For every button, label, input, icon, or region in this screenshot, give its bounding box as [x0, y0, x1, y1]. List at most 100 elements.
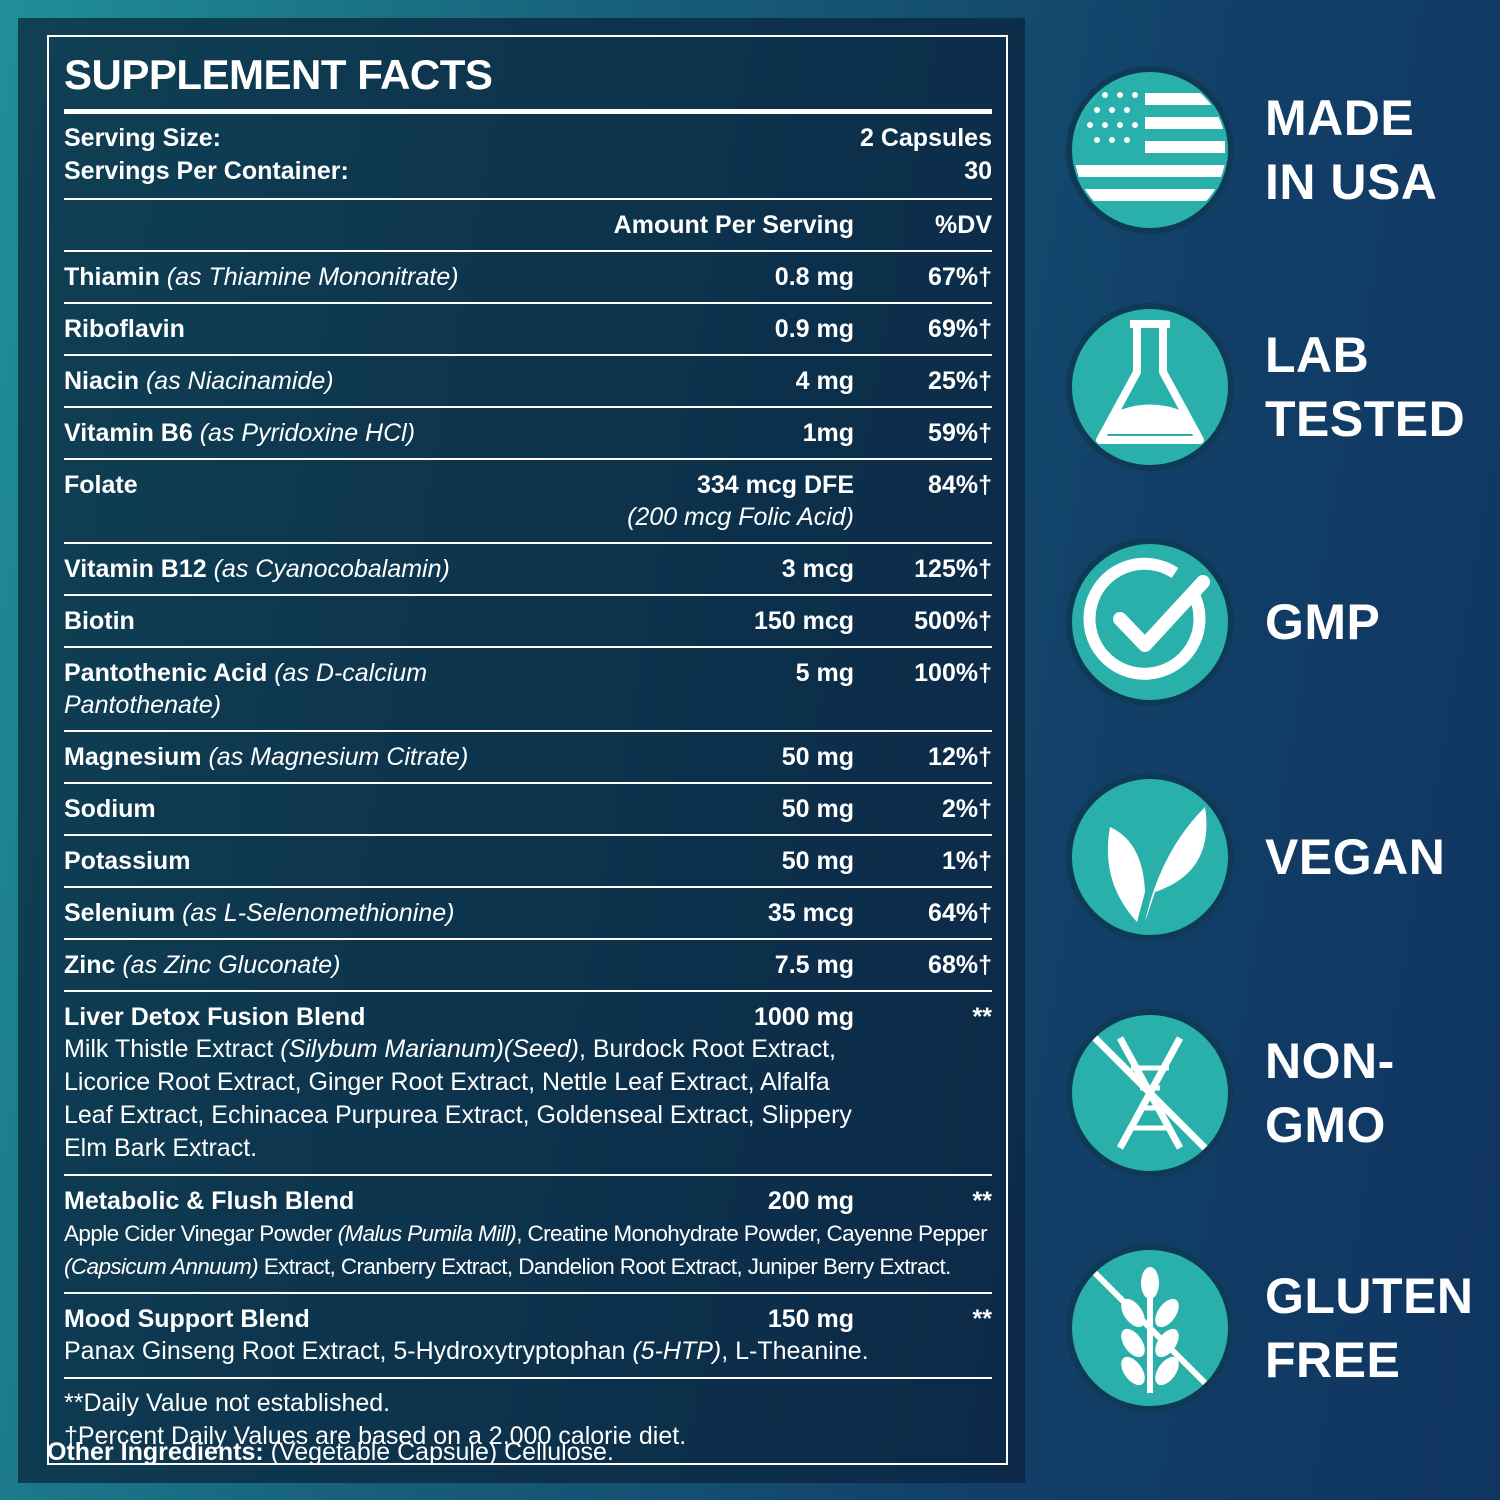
nutrient-row: Niacin (as Niacinamide) 4 mg 25%†	[64, 356, 992, 408]
footnote: †Percent Daily Values are based on a 2,0…	[64, 1422, 687, 1450]
amount-cell: 7.5 mg	[534, 949, 854, 981]
lab-icon	[1066, 303, 1234, 471]
amount-cell: 1mg	[534, 417, 854, 449]
ingredient-text: Panax Ginseng Root Extract, 5-Hydroxytry…	[64, 1337, 633, 1365]
serving-size: Serving Size: 2 Capsules	[64, 122, 992, 155]
ingredient-text: Milk Thistle Extract	[64, 1035, 281, 1063]
blend-name: Mood Support Blend	[64, 1305, 310, 1333]
blend-dv: **	[972, 1187, 992, 1215]
badge-line: TESTED	[1265, 391, 1466, 447]
nutrient-note: (as Pyridoxine HCl)	[199, 419, 416, 447]
gluten-free-icon	[1066, 1244, 1234, 1412]
daily-value: 68%†	[928, 951, 992, 979]
daily-value: 69%†	[928, 315, 992, 343]
ingredient-text: (Capsicum Annuum)	[64, 1254, 259, 1279]
badge-line: GMO	[1265, 1097, 1386, 1153]
amount-header: Amount Per Serving	[613, 211, 854, 239]
blend-amount: 150 mg	[767, 1305, 854, 1333]
ingredient-text: , L-Theanine.	[721, 1337, 869, 1365]
blend-name: Liver Detox Fusion Blend	[64, 1003, 366, 1031]
nutrient-name: Vitamin B6	[64, 419, 193, 447]
amount-cell: 5 mg	[534, 657, 854, 689]
nutrient-note: (as D-calcium Pantothenate)	[64, 659, 428, 719]
nutrient-note: (as Thiamine Mononitrate)	[166, 263, 459, 291]
nutrient-name: Thiamin	[64, 263, 160, 291]
badge-line: MADE	[1265, 90, 1415, 146]
label: Other Ingredients:	[47, 1438, 264, 1466]
header-row: Amount Per Serving %DV	[64, 200, 992, 252]
amount: 35 mcg	[767, 899, 854, 927]
nutrient-cell: Biotin	[64, 605, 534, 637]
facts-panel: SUPPLEMENT FACTS Serving Size: 2 Capsules…	[18, 18, 1025, 1483]
ingredient-text: , Burdock Root Extract, Licorice Root Ex…	[64, 1035, 852, 1162]
nutrient-cell: Riboflavin	[64, 313, 534, 345]
amount-cell: 4 mg	[534, 365, 854, 397]
amount: 4 mg	[795, 367, 854, 395]
daily-value: 59%†	[928, 419, 992, 447]
footnote: **Daily Value not established.	[64, 1389, 391, 1417]
amount-note: (200 mcg Folic Acid)	[627, 503, 854, 531]
daily-value: 25%†	[928, 367, 992, 395]
ingredient-text: Extract, Cranberry Extract, Dandelion Ro…	[258, 1254, 952, 1279]
daily-value: 67%†	[928, 263, 992, 291]
nutrient-cell: Zinc (as Zinc Gluconate)	[64, 949, 534, 981]
nutrient-row: Riboflavin 0.9 mg 69%†	[64, 304, 992, 356]
amount: 5 mg	[795, 659, 854, 687]
nutrient-name: Magnesium	[64, 743, 202, 771]
nutrient-cell: Magnesium (as Magnesium Citrate)	[64, 741, 534, 773]
value: (Vegetable Capsule) Cellulose.	[270, 1438, 614, 1466]
nutrient-name: Vitamin B12	[64, 555, 207, 583]
nutrient-cell: Selenium (as L-Selenomethionine)	[64, 897, 534, 929]
daily-value: 500%†	[914, 607, 992, 635]
nutrient-note: (as Magnesium Citrate)	[208, 743, 469, 771]
nutrient-cell: Vitamin B6 (as Pyridoxine HCl)	[64, 417, 534, 449]
amount-cell: 334 mcg DFE (200 mcg Folic Acid)	[534, 469, 854, 533]
daily-value: 2%†	[941, 795, 992, 823]
nutrient-row: Potassium 50 mg 1%†	[64, 836, 992, 888]
amount-cell: 0.9 mg	[534, 313, 854, 345]
amount: 150 mcg	[753, 607, 854, 635]
amount-cell: 50 mg	[534, 741, 854, 773]
daily-value: 1%†	[941, 847, 992, 875]
ingredient-text: (5-HTP)	[632, 1337, 722, 1365]
amount: 50 mg	[781, 795, 854, 823]
amount-cell: 50 mg	[534, 845, 854, 877]
amount: 3 mcg	[781, 555, 854, 583]
value: 2 Capsules	[859, 124, 992, 152]
nutrient-cell: Vitamin B12 (as Cyanocobalamin)	[64, 553, 534, 585]
badge-line: GLUTEN	[1265, 1268, 1474, 1324]
badge-line: NON-	[1265, 1033, 1395, 1089]
usa-icon	[1066, 66, 1234, 234]
amount: 0.9 mg	[774, 315, 854, 343]
daily-value: 84%†	[928, 471, 992, 499]
ingredient-text: (Silybum Marianum)(Seed)	[280, 1035, 579, 1063]
nutrient-name: Potassium	[64, 847, 191, 875]
blend-row: Liver Detox Fusion Blend 1000 mg ** Milk Th…	[64, 992, 992, 1176]
blend-amount: 200 mg	[767, 1187, 854, 1215]
nutrient-note: (as Niacinamide)	[145, 367, 334, 395]
blend-ingredients: Apple Cider Vinegar Powder (Malus Pumila…	[64, 1217, 992, 1283]
nutrient-row: Pantothenic Acid (as D-calcium Pantothen…	[64, 648, 992, 732]
gmp-icon	[1066, 538, 1234, 706]
nutrient-cell: Thiamin (as Thiamine Mononitrate)	[64, 261, 534, 293]
badge-line: VEGAN	[1265, 829, 1446, 885]
footnotes: **Daily Value not established. †Percent D…	[64, 1379, 992, 1453]
nutrient-row: Zinc (as Zinc Gluconate) 7.5 mg 68%†	[64, 940, 992, 992]
badge-line: GMP	[1265, 594, 1381, 650]
blend-dv: **	[972, 1003, 992, 1031]
amount: 0.8 mg	[774, 263, 854, 291]
amount: 50 mg	[781, 743, 854, 771]
nutrient-name: Biotin	[64, 607, 135, 635]
label: Servings Per Container:	[64, 157, 349, 185]
blend-head: Liver Detox Fusion Blend 1000 mg **	[64, 1001, 992, 1033]
nutrient-name: Selenium	[64, 899, 176, 927]
badge-label: GLUTEN FREE	[1265, 1264, 1474, 1392]
nutrient-cell: Potassium	[64, 845, 534, 877]
nutrient-rows: Thiamin (as Thiamine Mononitrate) 0.8 mg 6…	[64, 252, 992, 992]
badge-line: IN USA	[1265, 154, 1438, 210]
label: Serving Size:	[64, 124, 221, 152]
nutrient-name: Riboflavin	[64, 315, 185, 343]
nutrient-note: (as Zinc Gluconate)	[122, 951, 341, 979]
nutrient-cell: Sodium	[64, 793, 534, 825]
